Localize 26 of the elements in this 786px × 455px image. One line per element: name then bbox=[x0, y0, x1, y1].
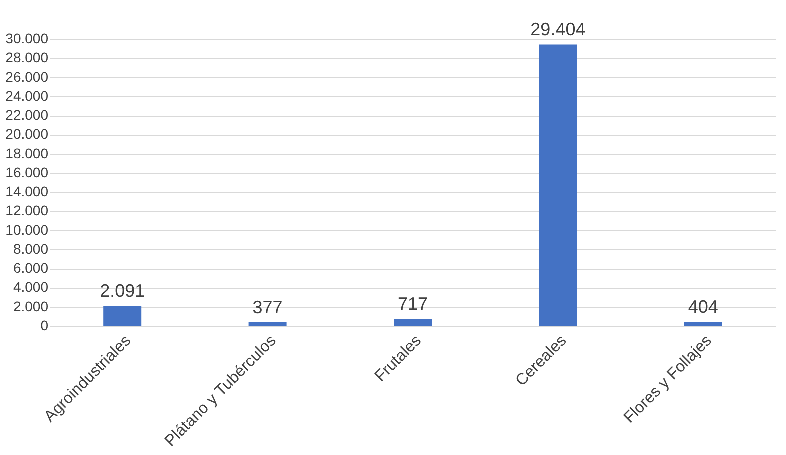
y-tick-label: 14.000 bbox=[6, 184, 49, 200]
data-label: 717 bbox=[398, 294, 428, 314]
bar bbox=[539, 44, 578, 326]
y-tick-label: 0 bbox=[40, 318, 49, 334]
data-label: 2.091 bbox=[100, 280, 146, 301]
bar bbox=[394, 319, 432, 326]
bar bbox=[104, 306, 142, 326]
y-tick-label: 24.000 bbox=[6, 88, 49, 104]
y-tick-label: 22.000 bbox=[6, 107, 49, 124]
y-tick-label: 28.000 bbox=[6, 50, 49, 66]
y-tick-label: 6.000 bbox=[13, 260, 49, 276]
data-label: 377 bbox=[252, 297, 283, 318]
y-tick-label: 30.000 bbox=[6, 30, 49, 46]
y-tick-label: 26.000 bbox=[6, 68, 49, 85]
data-label: 404 bbox=[688, 297, 718, 318]
y-tick-label: 8.000 bbox=[13, 240, 49, 257]
y-tick-label: 16.000 bbox=[6, 164, 49, 180]
y-tick-label: 2.000 bbox=[13, 298, 49, 314]
y-tick-label: 18.000 bbox=[6, 145, 49, 162]
y-tick-label: 4.000 bbox=[13, 279, 49, 296]
y-tick-label: 12.000 bbox=[6, 202, 49, 219]
y-tick-label: 20.000 bbox=[6, 126, 49, 142]
bar bbox=[684, 322, 722, 326]
bar bbox=[248, 322, 287, 326]
y-tick-label: 10.000 bbox=[6, 222, 49, 238]
data-label: 29.404 bbox=[530, 20, 586, 40]
